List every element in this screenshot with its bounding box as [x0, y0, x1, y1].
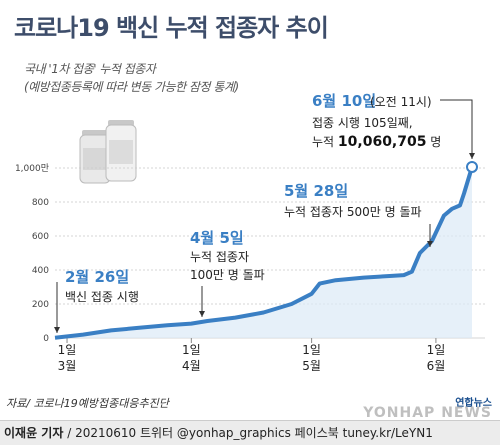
x-tick-day: 1일 [182, 343, 201, 357]
y-tick-label: 1,000만 [15, 163, 49, 174]
annotation-total-jun10: 누적 10,060,705 명 [312, 134, 441, 150]
x-tick-month: 3월 [58, 359, 77, 373]
credit-rest: / 20210610 트위터 @yonhap_graphics 페이스북 tun… [63, 426, 432, 440]
x-tick-day: 1일 [58, 343, 77, 357]
annotation-text-apr5: 누적 접종자 [190, 250, 249, 264]
y-tick-label: 0 [43, 334, 49, 344]
annotation-date-may28: 5월 28일 [284, 182, 348, 200]
data-point-latest [467, 162, 477, 172]
annotation-date-jun10: 6월 10일 [312, 92, 376, 110]
source-note: 자료/ 코로나19예방접종대응추진단 [6, 395, 169, 411]
y-tick-label: 600 [32, 232, 49, 242]
annotation-text-jun10: 접종 시행 105일째, [312, 115, 413, 130]
x-tick-month: 5월 [302, 359, 321, 373]
x-tick-day: 1일 [427, 343, 446, 357]
credit-line: 이재윤 기자 / 20210610 트위터 @yonhap_graphics 페… [4, 424, 433, 441]
annotation-text-apr5-2: 100만 명 돌파 [190, 268, 265, 282]
x-tick-month: 6월 [427, 359, 446, 373]
cumulative-vaccination-chart: 0 200 400 600 800 1,000만 1일 3월 1일 4월 1일 5월 1일 6월 2월 26… [0, 0, 500, 390]
y-tick-label: 200 [32, 300, 49, 310]
annotation-text-feb26: 백신 접종 시행 [65, 289, 139, 304]
y-tick-label: 800 [32, 198, 49, 208]
annotation-arrowhead-jun10 [469, 153, 475, 159]
annotation-date-feb26: 2월 26일 [65, 268, 129, 286]
yonhap-logo-en: YONHAP NEWS [363, 405, 492, 421]
y-tick-label: 400 [32, 266, 49, 276]
x-tick-month: 4월 [182, 359, 201, 373]
annotation-leader-jun10 [440, 100, 472, 159]
annotation-date-apr5: 4월 5일 [190, 229, 244, 247]
x-tick-day: 1일 [302, 343, 321, 357]
annotation-text-may28: 누적 접종자 500만 명 돌파 [284, 205, 422, 219]
annotation-arrowhead [54, 327, 60, 333]
annotation-time-jun10: (오전 11시) [370, 95, 432, 109]
annotation-arrowhead [199, 311, 205, 317]
author: 이재윤 기자 [4, 426, 63, 440]
